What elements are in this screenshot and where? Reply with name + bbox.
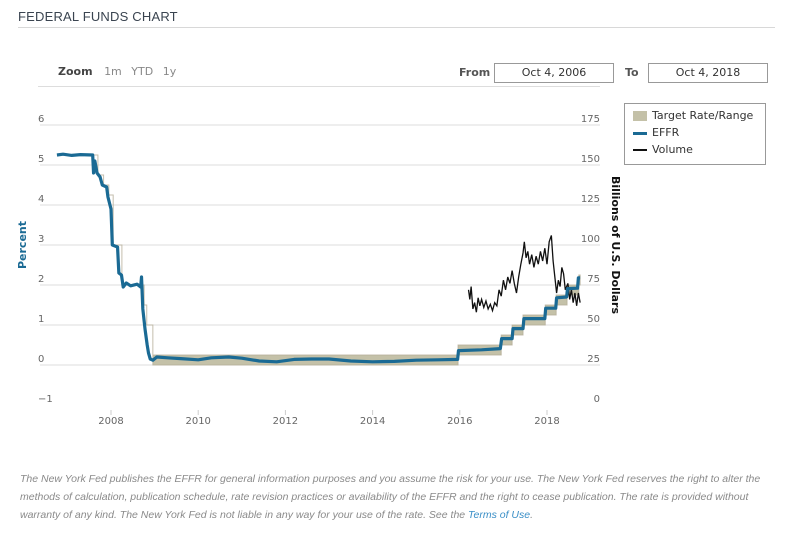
federal-funds-chart: 6 5 4 3 2 1 0 −1 175 150 125 100 75 50 25 0 2008 2010 2012… — [16, 114, 622, 427]
x-tick-label: 2018 — [534, 416, 559, 427]
terms-of-use-link[interactable]: Terms of Use — [468, 509, 531, 521]
y-tick-label: −1 — [38, 394, 53, 405]
legend-item-effr[interactable]: EFFR — [633, 126, 679, 140]
y-tick-label: 5 — [38, 154, 44, 165]
legend-label: Volume — [652, 143, 693, 156]
target-rate-area — [56, 154, 581, 366]
y2-tick-label: 0 — [594, 394, 600, 405]
disclaimer-end: . — [530, 509, 534, 521]
zoom-controls: Zoom 1m YTD 1y — [58, 65, 182, 78]
from-date-input[interactable]: Oct 4, 2006 — [494, 63, 614, 83]
y-tick-label: 0 — [38, 354, 44, 365]
y-axis-label: Percent — [16, 221, 29, 269]
x-tick-label: 2010 — [185, 416, 210, 427]
y-tick-label: 6 — [38, 114, 44, 125]
y2-tick-label: 25 — [587, 354, 600, 365]
page-title: FEDERAL FUNDS CHART — [18, 9, 178, 24]
legend-item-volume[interactable]: Volume — [633, 143, 693, 157]
to-label: To — [625, 66, 639, 79]
zoom-label: Zoom — [58, 65, 93, 78]
target-swatch-icon — [633, 111, 647, 121]
x-tick-label: 2016 — [447, 416, 472, 427]
volume-line — [467, 235, 581, 313]
chart-legend: Target Rate/Range EFFR Volume — [624, 103, 766, 165]
y2-tick-label: 125 — [581, 194, 600, 205]
effr-line — [56, 152, 581, 364]
y-tick-label: 1 — [38, 314, 44, 325]
disclaimer-text: The New York Fed publishes the EFFR for … — [20, 473, 761, 521]
zoom-1m-button[interactable]: 1m — [104, 65, 122, 78]
x-tick-label: 2014 — [360, 416, 385, 427]
to-date-input[interactable]: Oct 4, 2018 — [648, 63, 768, 83]
y2-tick-label: 175 — [581, 114, 600, 125]
y2-axis-label: Billions of U.S. Dollars — [609, 176, 622, 315]
legend-item-target[interactable]: Target Rate/Range — [633, 109, 753, 123]
legend-label: EFFR — [652, 126, 680, 139]
y2-tick-label: 75 — [587, 274, 600, 285]
x-tick-label: 2008 — [98, 416, 123, 427]
effr-line-icon — [633, 131, 647, 135]
y2-tick-label: 50 — [587, 314, 600, 325]
y-tick-label: 3 — [38, 234, 44, 245]
disclaimer: The New York Fed publishes the EFFR for … — [20, 470, 780, 524]
y-tick-label: 2 — [38, 274, 44, 285]
zoom-1y-button[interactable]: 1y — [162, 65, 177, 78]
from-label: From — [459, 66, 491, 79]
range-divider — [38, 86, 600, 87]
y2-tick-label: 150 — [581, 154, 600, 165]
legend-label: Target Rate/Range — [652, 109, 754, 122]
y2-tick-label: 100 — [581, 234, 600, 245]
zoom-ytd-button[interactable]: YTD — [131, 65, 154, 78]
volume-line-icon — [633, 149, 647, 151]
x-tick-label: 2012 — [273, 416, 298, 427]
title-divider — [18, 27, 775, 28]
y-tick-label: 4 — [38, 194, 44, 205]
